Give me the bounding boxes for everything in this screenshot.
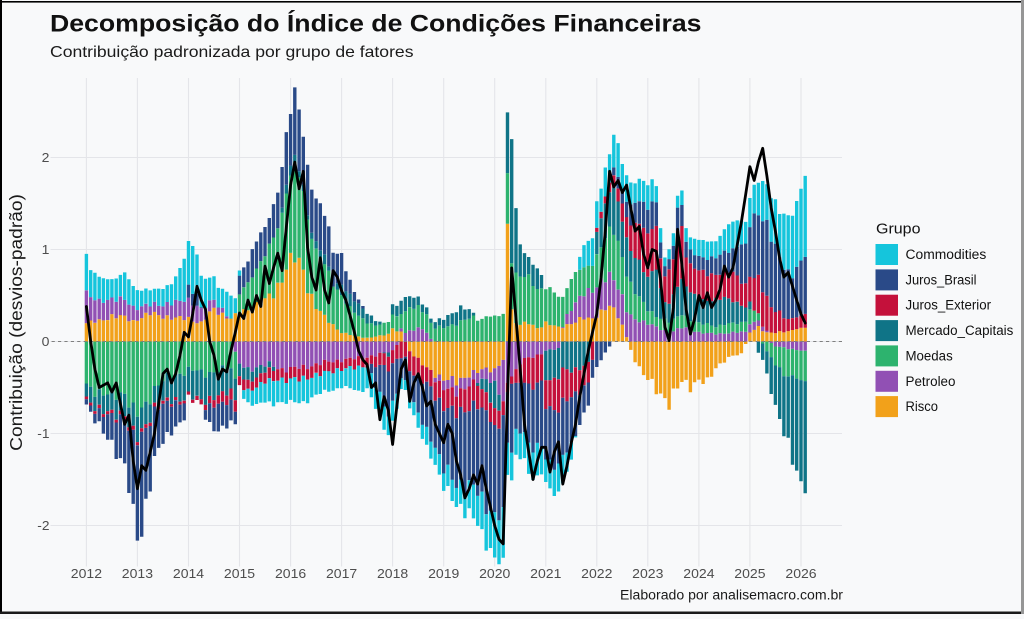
svg-text:2021: 2021 — [530, 566, 561, 581]
svg-text:Decomposição do Índice de Cond: Decomposição do Índice de Condições Fina… — [50, 10, 702, 38]
svg-text:2023: 2023 — [632, 566, 663, 581]
svg-text:2022: 2022 — [581, 566, 612, 581]
svg-text:Juros_Brasil: Juros_Brasil — [906, 272, 977, 287]
svg-text:2026: 2026 — [785, 566, 816, 581]
svg-text:Contribuição padronizada por g: Contribuição padronizada por grupo de fa… — [50, 44, 414, 61]
svg-text:2019: 2019 — [428, 566, 459, 581]
svg-text:2012: 2012 — [71, 566, 102, 581]
svg-text:Risco: Risco — [906, 399, 939, 414]
svg-text:0: 0 — [42, 334, 50, 349]
svg-text:2: 2 — [42, 150, 50, 165]
svg-text:Moedas: Moedas — [906, 348, 953, 363]
svg-text:2020: 2020 — [479, 566, 510, 581]
svg-text:2025: 2025 — [734, 566, 765, 581]
svg-text:2016: 2016 — [275, 566, 306, 581]
svg-text:Juros_Exterior: Juros_Exterior — [906, 298, 992, 313]
svg-text:2017: 2017 — [326, 566, 357, 581]
svg-text:-1: -1 — [37, 426, 49, 441]
svg-text:Contribuição (desvios-padrão): Contribuição (desvios-padrão) — [6, 194, 26, 451]
svg-text:Commodities: Commodities — [906, 247, 987, 262]
svg-text:-2: -2 — [37, 518, 49, 533]
svg-text:2014: 2014 — [173, 566, 204, 581]
svg-text:Elaborado por analisemacro.com: Elaborado por analisemacro.com.br — [620, 588, 844, 603]
svg-text:2018: 2018 — [377, 566, 408, 581]
svg-text:2024: 2024 — [683, 566, 714, 581]
svg-text:Grupo: Grupo — [876, 221, 921, 238]
svg-text:2015: 2015 — [224, 566, 255, 581]
svg-text:Mercado_Capitais: Mercado_Capitais — [906, 323, 1014, 338]
svg-text:2013: 2013 — [122, 566, 153, 581]
svg-text:Petroleo: Petroleo — [906, 374, 956, 389]
svg-text:1: 1 — [42, 242, 50, 257]
